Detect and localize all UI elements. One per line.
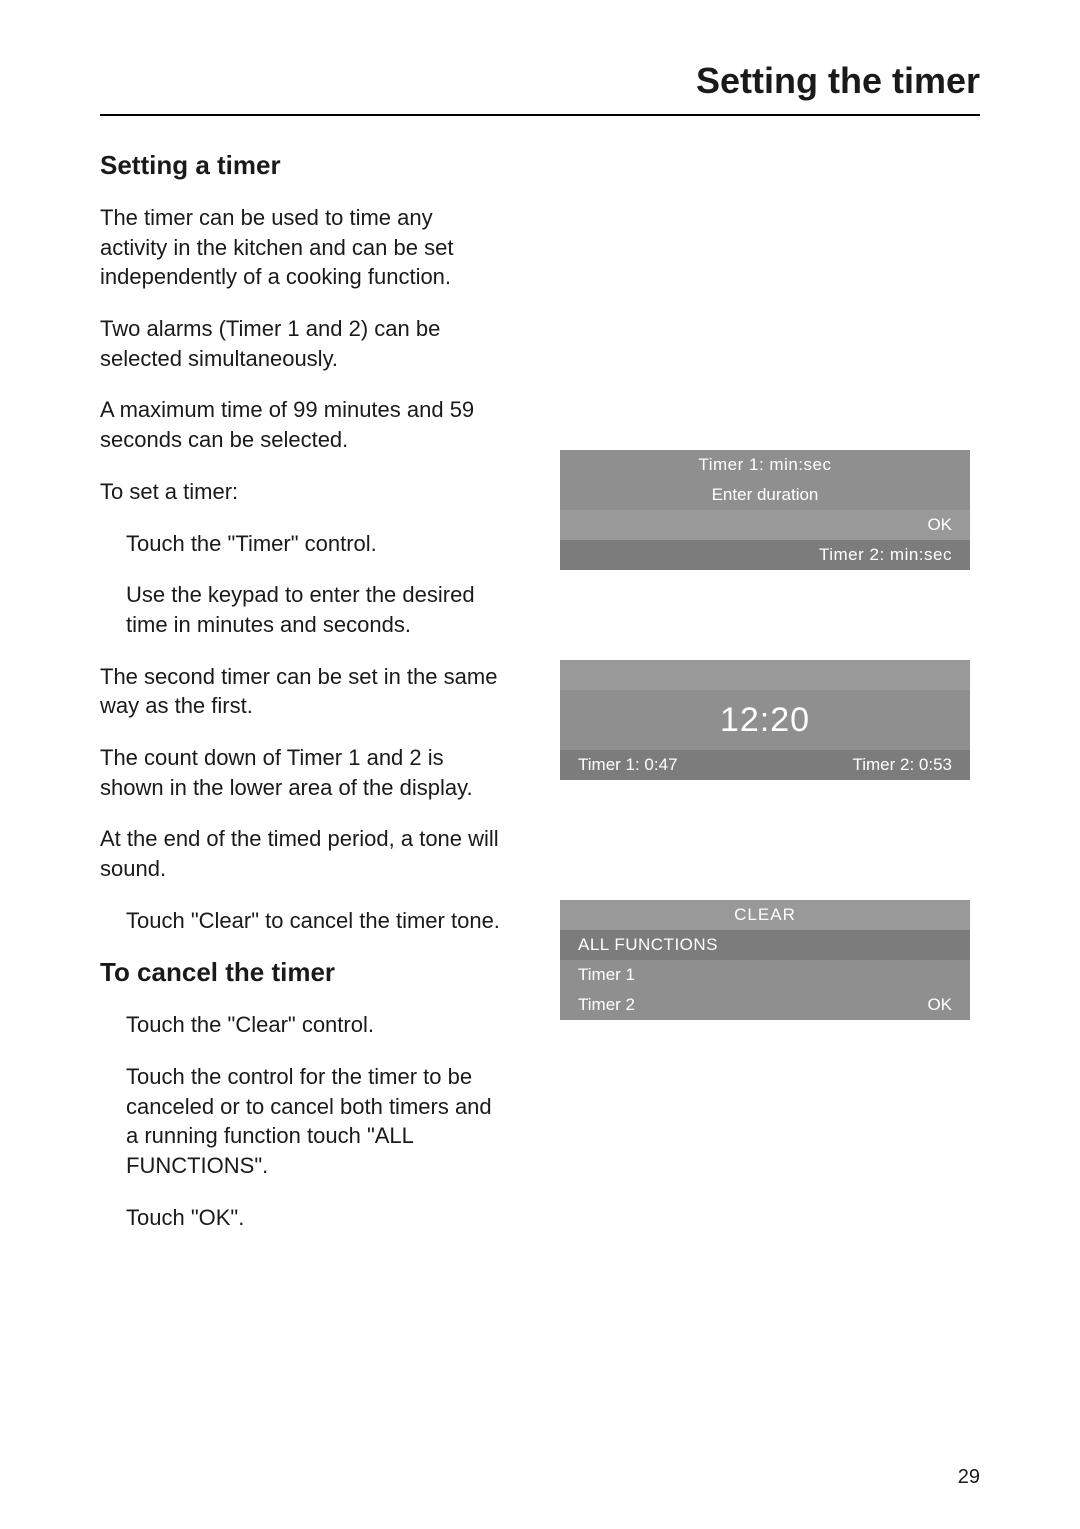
page-number: 29 <box>958 1466 980 1489</box>
paragraph: At the end of the timed period, a tone w… <box>100 824 500 883</box>
display-option-timer2-row: Timer 2 OK <box>560 990 970 1020</box>
display-timer-status-bar: Timer 1: 0:47 Timer 2: 0:53 <box>560 750 970 780</box>
left-column: Setting a timer The timer can be used to… <box>100 150 500 1255</box>
display-panel-countdown: 12:20 Timer 1: 0:47 Timer 2: 0:53 <box>560 660 970 780</box>
timer1-countdown: Timer 1: 0:47 <box>578 755 678 775</box>
display-clear-header: CLEAR <box>560 900 970 930</box>
timer2-countdown: Timer 2: 0:53 <box>852 755 952 775</box>
section-heading-setting: Setting a timer <box>100 150 500 181</box>
display-panel-enter-timer: Timer 1: min:sec Enter duration OK Timer… <box>560 450 970 570</box>
display-line-enter-duration: Enter duration <box>560 480 970 510</box>
paragraph: The count down of Timer 1 and 2 is shown… <box>100 743 500 802</box>
display-ok-button[interactable]: OK <box>560 510 970 540</box>
page-title: Setting the timer <box>100 60 980 116</box>
display-panel-clear: CLEAR ALL FUNCTIONS Timer 1 Timer 2 OK <box>560 900 970 1020</box>
display-option-timer1[interactable]: Timer 1 <box>560 960 970 990</box>
display-option-timer2[interactable]: Timer 2 <box>578 995 635 1015</box>
display-clock-time: 12:20 <box>560 690 970 750</box>
display-line-timer1: Timer 1: min:sec <box>560 450 970 480</box>
step-item: Touch the "Timer" control. <box>100 529 500 559</box>
paragraph: Two alarms (Timer 1 and 2) can be select… <box>100 314 500 373</box>
display-ok-button[interactable]: OK <box>927 995 952 1015</box>
paragraph: A maximum time of 99 minutes and 59 seco… <box>100 395 500 454</box>
step-item: Touch the "Clear" control. <box>100 1010 500 1040</box>
paragraph: The timer can be used to time any activi… <box>100 203 500 292</box>
display-line-timer2: Timer 2: min:sec <box>560 540 970 570</box>
step-item: Touch "OK". <box>100 1203 500 1233</box>
paragraph: The second timer can be set in the same … <box>100 662 500 721</box>
paragraph: To set a timer: <box>100 477 500 507</box>
step-item: Touch "Clear" to cancel the timer tone. <box>100 906 500 936</box>
section-heading-cancel: To cancel the timer <box>100 957 500 988</box>
step-item: Touch the control for the timer to be ca… <box>100 1062 500 1181</box>
display-option-all-functions[interactable]: ALL FUNCTIONS <box>560 930 970 960</box>
manual-page: Setting the timer Setting a timer The ti… <box>0 0 1080 1529</box>
right-column: Timer 1: min:sec Enter duration OK Timer… <box>560 150 980 1255</box>
two-column-layout: Setting a timer The timer can be used to… <box>100 150 980 1255</box>
step-item: Use the keypad to enter the desired time… <box>100 580 500 639</box>
display-top-bar <box>560 660 970 690</box>
